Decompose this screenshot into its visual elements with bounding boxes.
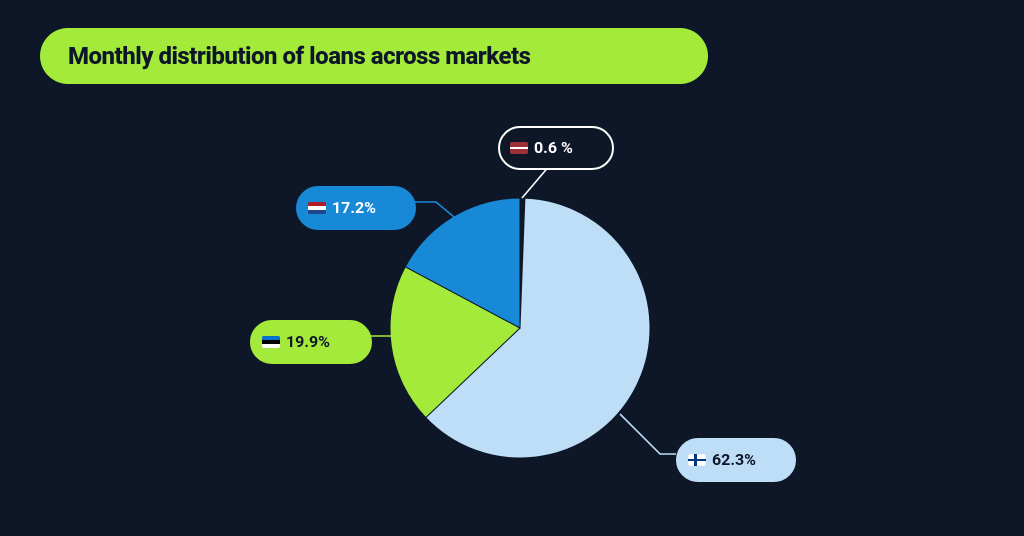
fi-flag-icon [688, 454, 706, 466]
chart-title-text: Monthly distribution of loans across mar… [68, 42, 530, 70]
pie-chart [390, 198, 650, 462]
callout-fi: 62.3% [676, 438, 796, 482]
callout-ee: 19.9% [250, 320, 372, 364]
callout-lv: 0.6 % [498, 126, 614, 170]
callout-label-nl: 17.2% [332, 200, 376, 216]
nl-flag-icon [308, 202, 326, 214]
lv-flag-icon [510, 142, 528, 154]
stage: Monthly distribution of loans across mar… [0, 0, 1024, 536]
pie-svg [390, 198, 650, 458]
callout-label-fi: 62.3% [712, 452, 756, 468]
callout-label-ee: 19.9% [286, 334, 330, 350]
callout-label-lv: 0.6 % [534, 140, 573, 156]
ee-flag-icon [262, 336, 280, 348]
callout-nl: 17.2% [296, 186, 416, 230]
chart-title-pill: Monthly distribution of loans across mar… [40, 28, 708, 84]
